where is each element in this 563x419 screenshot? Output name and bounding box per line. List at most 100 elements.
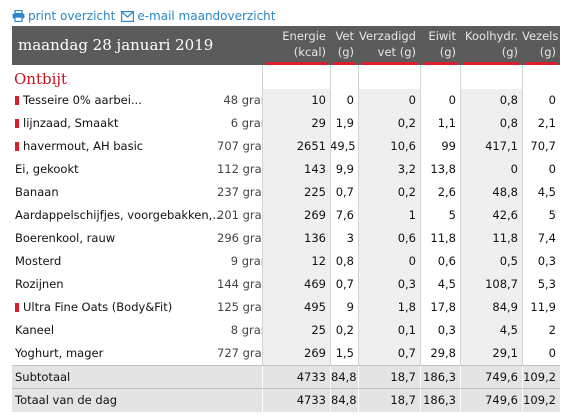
day-header: maandag 28 januari 2019 Energie (kcal) Vet… <box>12 26 560 65</box>
day-total-row: Totaal van de dag 4733 84,8 18,7 186,3 749,6 1… <box>12 389 560 412</box>
column-header-label: Vezels <box>522 29 559 43</box>
food-name[interactable]: Rozijnen <box>15 273 230 296</box>
value-carbs: 0,8 <box>460 89 522 112</box>
column-accent-bar <box>423 62 457 65</box>
column-divider <box>420 65 421 365</box>
column-header-energy: Energie (kcal) <box>262 28 330 65</box>
value-fat: 1,5 <box>335 346 354 360</box>
food-name-text: Yoghurt, mager <box>15 346 104 360</box>
food-name-text: Kaneel <box>15 323 55 337</box>
food-name-text: Aardappelschijfjes, voorgebakken,... <box>15 208 224 222</box>
value-saturated-fat: 0,1 <box>358 319 420 342</box>
value-carbs: 84,9 <box>460 296 522 319</box>
food-name[interactable]: Ultra Fine Oats (Body&Fit) <box>15 296 230 319</box>
value-carbs: 4,5 <box>460 319 522 342</box>
food-row[interactable]: Yoghurt, mager 727 gram 269 1,5 0,7 29,8 29,1 0 <box>12 342 560 365</box>
value-fiber: 7,4 <box>537 231 556 245</box>
food-row[interactable]: Boerenkool, rauw 296 gram 136 3 0,6 11,8 11,8 7… <box>12 227 560 250</box>
food-name[interactable]: havermout, AH basic <box>15 135 230 158</box>
value-saturated-fat: 0 <box>358 89 420 112</box>
food-name[interactable]: Ei, gekookt <box>15 158 230 181</box>
value-fiber: 0,3 <box>537 254 556 268</box>
food-name-text: Ultra Fine Oats (Body&Fit) <box>23 300 173 314</box>
total-energy: 4733 <box>262 389 330 412</box>
email-overview-link[interactable]: e-mail maandoverzicht <box>121 9 275 23</box>
column-header-label: Energie <box>282 29 326 43</box>
printer-icon <box>12 10 25 22</box>
column-header-label: Vet <box>335 29 354 43</box>
food-amount: 237 gram <box>217 185 273 199</box>
total-carbs: 749,6 <box>460 366 522 389</box>
food-amount: 707 gram <box>217 139 273 153</box>
custom-product-marker-icon <box>15 119 19 128</box>
food-amount: 6 gram <box>230 116 272 130</box>
food-amount: 201 gram <box>217 208 273 222</box>
value-carbs: 0 <box>460 158 522 181</box>
value-saturated-fat: 1,8 <box>358 296 420 319</box>
food-row[interactable]: Banaan 237 gram 225 0,7 0,2 2,6 48,8 4,5 <box>12 181 560 204</box>
column-accent-bar <box>463 62 519 65</box>
total-fiber: 109,2 <box>522 366 560 389</box>
column-header-saturated-fat: Verzadigd vet (g) <box>358 28 420 65</box>
value-saturated-fat: 0,3 <box>358 273 420 296</box>
value-fat: 3 <box>346 231 354 245</box>
food-row[interactable]: Tesseire 0% aarbei... 48 gram 10 0 0 0 0,8 0 <box>12 89 560 112</box>
food-row[interactable]: Mosterd 9 gram 12 0,8 0 0,6 0,5 0,3 <box>12 250 560 273</box>
total-separator <box>12 388 560 389</box>
value-fat: 0,8 <box>335 254 354 268</box>
value-fiber: 4,5 <box>537 185 556 199</box>
value-carbs: 0,8 <box>460 112 522 135</box>
column-header-unit: (kcal) <box>293 45 326 59</box>
envelope-icon <box>121 10 135 22</box>
food-row[interactable]: lijnzaad, Smaakt 6 gram 29 1,9 0,2 1,1 0,8 2,1 <box>12 112 560 135</box>
food-name[interactable]: Aardappelschijfjes, voorgebakken,... <box>15 204 230 227</box>
custom-product-marker-icon <box>15 96 19 105</box>
column-header-label: Koolhydr. <box>465 29 518 43</box>
top-links: print overzicht e-mail maandoverzicht <box>12 8 281 24</box>
food-amount: 144 gram <box>217 277 273 291</box>
food-row[interactable]: Kaneel 8 gram 25 0,2 0,1 0,3 4,5 2 <box>12 319 560 342</box>
custom-product-marker-icon <box>15 142 19 151</box>
food-row[interactable]: havermout, AH basic 707 gram 2651 49,5 10,6 9… <box>12 135 560 158</box>
value-energy: 136 <box>262 227 330 250</box>
food-row[interactable]: Ultra Fine Oats (Body&Fit) 125 gram 495 9 1,… <box>12 296 560 319</box>
value-protein: 5 <box>448 208 456 222</box>
food-name[interactable]: Tesseire 0% aarbei... <box>15 89 230 112</box>
total-saturated-fat: 18,7 <box>358 366 420 389</box>
total-label: Totaal van de dag <box>15 393 118 407</box>
food-row[interactable]: Aardappelschijfjes, voorgebakken,... 201 … <box>12 204 560 227</box>
food-row[interactable]: Ei, gekookt 112 gram 143 9,9 3,2 13,8 0 0 <box>12 158 560 181</box>
column-divider <box>330 65 331 365</box>
food-name[interactable]: Mosterd <box>15 250 230 273</box>
column-header-fiber: Vezels (g) <box>522 28 560 65</box>
food-name[interactable]: Boerenkool, rauw <box>15 227 230 250</box>
value-fiber: 11,9 <box>530 300 556 314</box>
meal-section-title: Ontbijt <box>14 70 68 88</box>
value-carbs: 417,1 <box>460 135 522 158</box>
total-carbs: 749,6 <box>460 389 522 412</box>
value-energy: 29 <box>262 112 330 135</box>
value-protein: 2,6 <box>437 185 456 199</box>
value-fat: 9 <box>346 300 354 314</box>
column-divider <box>522 65 523 365</box>
column-header-carbs: Koolhydr. (g) <box>460 28 522 65</box>
value-protein: 1,1 <box>437 116 456 130</box>
food-row[interactable]: Rozijnen 144 gram 469 0,7 0,3 4,5 108,7 5,3 <box>12 273 560 296</box>
food-name[interactable]: lijnzaad, Smaakt <box>15 112 230 135</box>
value-saturated-fat: 1 <box>358 204 420 227</box>
print-overview-link[interactable]: print overzicht <box>12 9 115 23</box>
value-fiber: 2 <box>548 323 556 337</box>
value-fiber: 5,3 <box>537 277 556 291</box>
column-header-fat: Vet (g) <box>330 28 358 65</box>
total-protein: 186,3 <box>420 366 460 389</box>
value-saturated-fat: 0 <box>358 250 420 273</box>
value-carbs: 11,8 <box>460 227 522 250</box>
food-name[interactable]: Yoghurt, mager <box>15 342 230 365</box>
value-protein: 13,8 <box>430 162 456 176</box>
value-protein: 4,5 <box>437 277 456 291</box>
food-name[interactable]: Banaan <box>15 181 230 204</box>
value-protein: 17,8 <box>430 300 456 314</box>
food-name[interactable]: Kaneel <box>15 319 230 342</box>
value-energy: 225 <box>262 181 330 204</box>
column-header-protein: Eiwit (g) <box>420 28 460 65</box>
